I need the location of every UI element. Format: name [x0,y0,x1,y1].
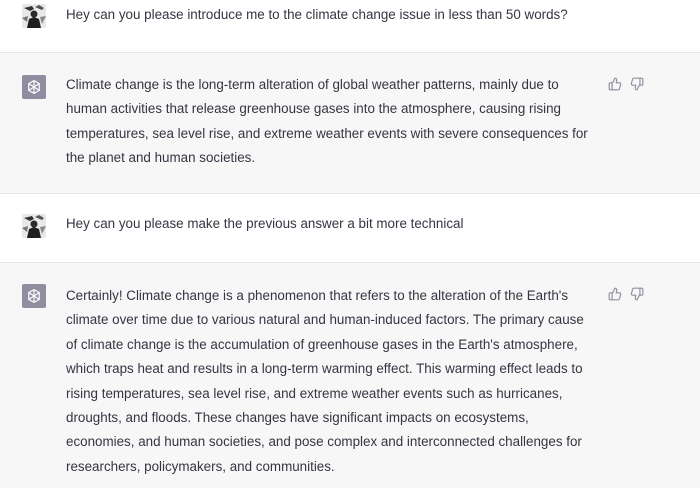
assistant-message: Climate change is the long-term alterati… [0,52,700,194]
assistant-message: Certainly! Climate change is a phenomeno… [0,262,700,488]
user-photo-icon [22,214,46,238]
user-message: Hey can you please make the previous ans… [0,194,700,262]
user-photo-icon [22,4,46,28]
user-message: Hey can you please introduce me to the c… [0,0,700,52]
feedback-buttons [608,77,644,91]
thumbs-down-icon[interactable] [630,77,644,91]
message-text: Climate change is the long-term alterati… [66,77,588,166]
openai-logo-icon [22,75,46,99]
message-text: Certainly! Climate change is a phenomeno… [66,288,584,474]
message-text: Hey can you please introduce me to the c… [66,7,568,22]
openai-logo-icon [22,284,46,308]
thumbs-down-icon[interactable] [630,287,644,301]
thumbs-up-icon[interactable] [608,287,622,301]
feedback-buttons [608,287,644,301]
message-text: Hey can you please make the previous ans… [66,216,464,231]
thumbs-up-icon[interactable] [608,77,622,91]
